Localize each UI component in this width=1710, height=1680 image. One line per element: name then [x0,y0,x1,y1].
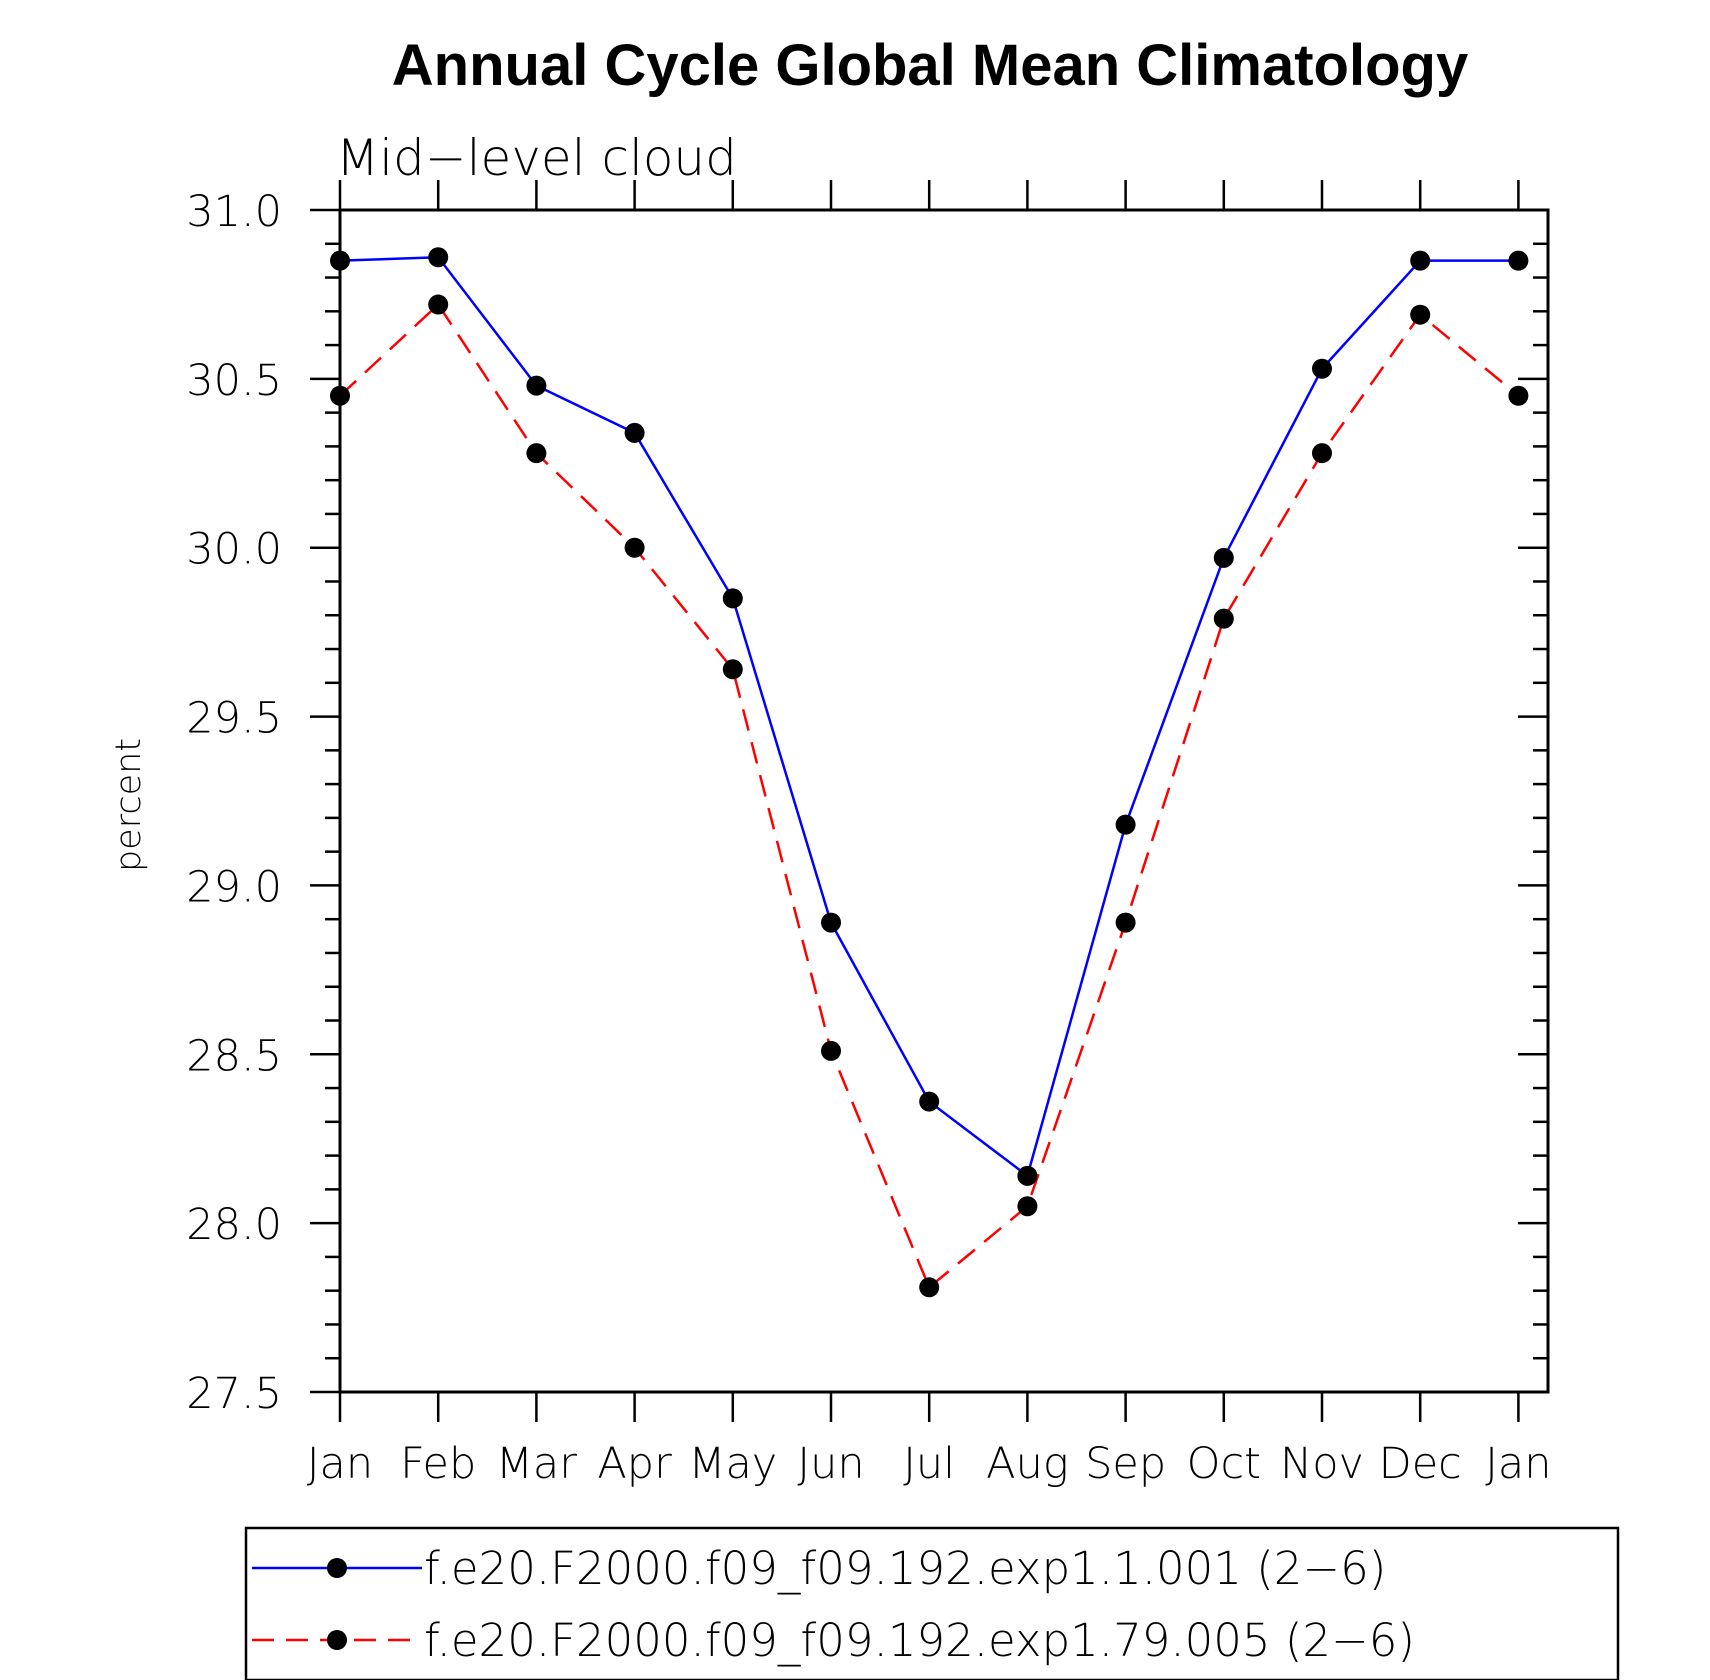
chart-title: Annual Cycle Global Mean Climatology [392,33,1468,98]
legend-marker-1 [327,1558,347,1578]
x-tick-label: Sep [1085,1439,1166,1489]
series-2-point [1508,385,1529,406]
series-1-point [624,422,645,443]
legend: f.e20.F2000.f09_f09.192.exp1.1.001 (2−6)… [244,1526,1620,1680]
series-line-1 [339,256,1519,1178]
x-tick-label: Nov [1280,1439,1364,1489]
axis-ticks [310,180,1548,1422]
series-1-point [526,375,547,396]
x-tick-label: Jan [307,1439,373,1489]
legend-label-2: f.e20.F2000.f09_f09.192.exp1.79.005 (2−6… [424,1614,1415,1667]
plot-frame [338,208,1550,1394]
series-2-point [1213,608,1234,629]
series-1-point [919,1091,940,1112]
x-tick-label: Feb [400,1439,476,1489]
legend-marker-2 [327,1630,347,1650]
y-tick-label: 29.5 [186,694,282,744]
series-2-point [821,1040,841,1061]
y-tick-label: 30.0 [186,525,282,575]
x-tick-label: Mar [496,1439,577,1489]
x-tick-label: Apr [597,1439,672,1489]
y-tick-label: 27.5 [186,1369,282,1419]
y-tick-label: 29.0 [186,862,282,912]
x-tick-label: Jan [1485,1439,1551,1489]
series-1-point [1508,250,1529,271]
series-2-point [1410,304,1431,325]
series-2-point [1312,443,1332,464]
series-2-point [1017,1196,1038,1217]
series-2-point [624,537,645,558]
series-1-point [1017,1165,1038,1186]
series-1-point [1213,547,1234,568]
series-1-point [722,588,743,609]
x-tick-label: Oct [1187,1439,1261,1489]
series-1-point [1312,358,1332,379]
series-1-point [821,912,841,933]
y-tick-label: 31.0 [186,187,282,237]
x-tick-label: Aug [986,1439,1068,1489]
series-1-point [1115,814,1136,835]
x-tick-label: Dec [1379,1439,1462,1489]
axis-tick-labels: 27.5 28.0 28.5 29.0 29.5 30.0 30.5 31.0 Jan Feb Ma… [186,187,1551,1489]
chart-subtitle: Mid−level cloud [336,129,737,187]
y-tick-label: 28.0 [186,1200,282,1250]
series-2-point [919,1277,940,1298]
y-tick-label: 28.5 [186,1031,282,1081]
series-2-point [722,659,743,680]
series-2-point [1115,912,1136,933]
series-2-point [428,294,449,315]
series-1-point [1410,250,1431,271]
y-axis-label: percent [109,738,149,872]
legend-box [244,1526,1620,1680]
series-2-point [526,443,547,464]
y-tick-label: 30.5 [186,356,282,406]
series-line-2 [339,302,1520,1290]
x-tick-label: Jun [797,1439,864,1489]
series-layer [330,247,1529,1298]
series-1-point [428,247,449,268]
x-tick-label: Jul [903,1439,955,1489]
x-tick-label: May [688,1439,777,1489]
legend-label-1: f.e20.F2000.f09_f09.192.exp1.1.001 (2−6) [424,1542,1386,1595]
